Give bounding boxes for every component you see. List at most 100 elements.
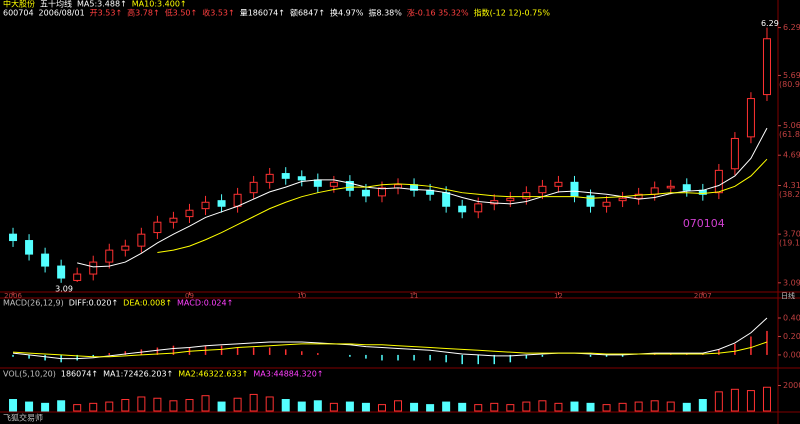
candle-body (361, 189, 370, 197)
volume-bar (458, 402, 467, 412)
period-label: 日线 (781, 291, 795, 300)
candle-body (602, 201, 611, 207)
header-item: 换4.97% (330, 8, 364, 18)
candle-body (233, 193, 242, 207)
header-item: 量186074↑ (240, 9, 285, 18)
candle-body (201, 201, 210, 210)
legend-item: MA1:72426.203↑ (103, 370, 173, 379)
legend-item: MA3:44884.320↑ (253, 370, 323, 379)
candle-body (329, 181, 338, 187)
volume-bar (522, 401, 531, 412)
legend-item: DIFF:0.020↑ (69, 299, 118, 308)
candle-body (570, 181, 579, 197)
annotation: 3.09 (55, 284, 73, 293)
volume-bar (538, 400, 547, 412)
legend-item: MA2:46322.633↑ (178, 370, 248, 379)
volume-bar (410, 402, 419, 412)
header-item: 开3.53↑ (90, 9, 123, 18)
volume-bar (666, 401, 675, 412)
header-item: MA5:3.488↑ (77, 0, 127, 9)
volume-bar (698, 399, 707, 412)
volume-bar (297, 401, 306, 412)
candle-body (746, 98, 755, 138)
footer: 飞狐交易师 (3, 413, 43, 423)
candle-body (249, 181, 258, 194)
header-item: 中大股份 (3, 0, 35, 9)
volume-bar (313, 400, 322, 412)
fib-label: (19.1%) (779, 239, 800, 248)
volume-bar (714, 391, 723, 412)
candle-body (313, 179, 322, 187)
volume-bar (25, 401, 34, 412)
y-tick-label: 3.09 (783, 278, 800, 287)
indicator-line (77, 127, 768, 268)
volume-bar (89, 402, 98, 412)
volume-bar (634, 401, 643, 412)
y-tick-label: 0.20 (783, 332, 800, 341)
volume-bar (233, 397, 242, 412)
candle-body (666, 185, 675, 189)
volume-bar (570, 401, 579, 412)
x-tick-label: 2007 (694, 292, 712, 300)
volume-bar (602, 404, 611, 412)
volume-bar (442, 401, 451, 412)
header-item: 低3.50↑ (165, 8, 198, 18)
header-item: 高3.78↑ (127, 8, 160, 18)
panel-title: MACD(26,12,9) (3, 299, 64, 308)
volume-bar (281, 399, 290, 412)
fib-label: (38.2%) (779, 190, 800, 199)
fib-label: (80.9%) (779, 80, 800, 89)
candle-body (730, 137, 739, 170)
volume-bar (265, 396, 274, 412)
candle-body (506, 197, 515, 202)
indicator-line (12, 341, 768, 358)
candle-body (89, 261, 98, 275)
header-item: MA10:3.400↑ (132, 0, 187, 9)
candle-body (57, 265, 66, 279)
volume-bar (41, 402, 50, 412)
volume-bar (137, 396, 146, 412)
y-tick-label: 5.69 (783, 71, 800, 80)
candle-body (618, 197, 627, 202)
volume-bar (249, 393, 258, 412)
y-tick-label: 4.69 (783, 151, 800, 160)
candle-body (297, 176, 306, 181)
volume-bar (57, 400, 66, 412)
y-tick-label: 0.00 (783, 350, 800, 359)
fib-label: (61.8%) (779, 130, 800, 139)
x-tick-label: 09 (185, 292, 194, 300)
panel-title: VOL(5,10,20) (3, 370, 56, 379)
candle-body (121, 245, 130, 251)
x-tick-label: 2006 (4, 292, 22, 300)
candle-body (538, 185, 547, 194)
legend-item: DEA:0.008↑ (123, 299, 172, 308)
header-item: 收3.53↑ (202, 8, 235, 18)
candle-body (281, 173, 290, 179)
candle-body (714, 169, 723, 194)
volume-bar (121, 399, 130, 412)
legend-item: MACD:0.024↑ (177, 299, 233, 308)
header-item: 涨-0.16 35.32% (407, 8, 469, 18)
candle-body (25, 240, 34, 255)
annotation: 6.29 (761, 19, 779, 28)
candle-body (105, 249, 114, 263)
candle-body (377, 187, 386, 197)
volume-bar (650, 400, 659, 412)
volume-bar (490, 402, 499, 412)
header-item: 2006/08/01 (39, 9, 85, 18)
volume-bar (506, 404, 515, 412)
candle-body (185, 209, 194, 218)
y-tick-label: 4.31 (783, 181, 800, 190)
y-tick-label: 5.06 (783, 121, 800, 130)
volume-bar (586, 402, 595, 412)
header-item: 600704 (3, 9, 34, 18)
candle-body (522, 192, 531, 199)
volume-bar (217, 401, 226, 412)
volume-bar (201, 395, 210, 412)
candle-body (169, 217, 178, 223)
candle-body (682, 184, 691, 191)
x-tick-label: 10 (297, 292, 306, 300)
candle-body (474, 203, 483, 213)
volume-bar (746, 390, 755, 412)
volume-bar (762, 386, 771, 412)
